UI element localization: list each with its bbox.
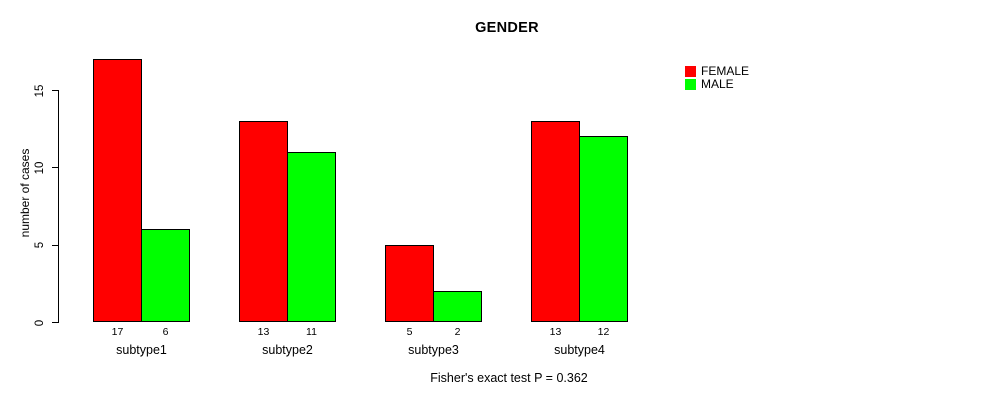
legend-item-female: FEMALE [685,65,749,78]
legend-label-male: MALE [701,77,734,91]
legend-item-male: MALE [685,78,749,91]
y-tick-mark [52,90,58,91]
y-tick-label: 5 [34,241,46,249]
y-tick-label: 10 [34,161,46,175]
bar-female-subtype3 [385,245,434,322]
y-axis-line [58,90,59,323]
bar-value-label: 12 [597,326,610,338]
bar-value-label: 2 [454,326,461,338]
x-category-label-subtype2: subtype2 [262,343,313,357]
bar-male-subtype3 [433,291,482,322]
bar-female-subtype2 [239,121,288,322]
legend-label-female: FEMALE [701,64,750,78]
bar-male-subtype2 [287,152,336,322]
stat-test-caption: Fisher's exact test P = 0.362 [430,371,588,385]
y-tick-mark [52,322,58,323]
x-category-label-subtype1: subtype1 [116,343,167,357]
y-tick-mark [52,167,58,169]
legend: FEMALE MALE [685,65,749,91]
x-category-label-subtype4: subtype4 [554,343,605,357]
y-tick-mark [52,244,58,246]
bar-female-subtype4 [531,121,580,322]
chart-title: GENDER [475,20,539,36]
y-tick-label: 15 [34,84,46,97]
bar-value-label: 13 [549,326,562,338]
y-axis-title: number of cases [18,148,32,238]
bar-male-subtype4 [579,136,628,322]
legend-swatch-male [685,79,696,90]
bar-value-label: 13 [257,326,270,338]
y-tick-label: 0 [34,319,46,326]
bar-value-label: 6 [162,326,169,338]
bar-value-label: 5 [406,326,413,338]
x-category-label-subtype3: subtype3 [408,343,459,357]
bar-male-subtype1 [141,229,190,322]
bar-female-subtype1 [93,59,142,322]
legend-swatch-female [685,66,696,77]
bar-value-label: 11 [306,326,317,338]
bar-value-label: 17 [111,326,124,338]
